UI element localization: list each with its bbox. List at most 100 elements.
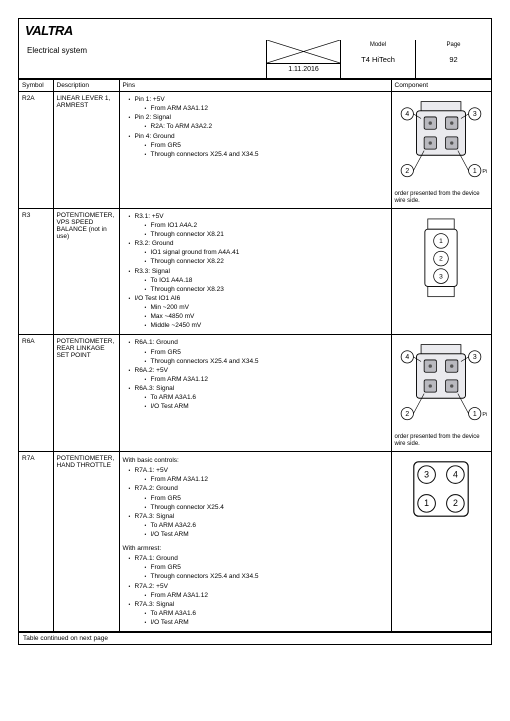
revision-cell: 1.11.2016: [266, 40, 341, 78]
pin-item: To ARM A3A1.6: [145, 394, 388, 402]
pin-item: From GR5: [145, 495, 388, 503]
pin-item: Through connector X25.4: [145, 504, 388, 512]
description-cell: POTENTIOMETER, VPS SPEED BALANCE (not in…: [53, 208, 119, 335]
pin-item: I/O Test ARM: [145, 619, 388, 627]
connector-quad-icon: 4 3 2 1 Pin: [395, 340, 487, 432]
description-cell: POTENTIOMETER, HAND THROTTLE: [53, 452, 119, 632]
pin-item: Min ~200 mV: [145, 304, 388, 312]
pin-item: R7A.2: +5VFrom ARM A3A1.12: [129, 583, 388, 600]
component-cell: 4 3 2 1 Pin order presented from the dev…: [391, 335, 491, 452]
pin-item: R3.1: +5VFrom IO1 A4A.2Through connector…: [129, 213, 388, 239]
table-row: R2ALINEAR LEVER 1, ARMRESTPin 1: +5VFrom…: [19, 92, 491, 209]
connector-square4-icon: 3 4 1 2: [409, 457, 473, 521]
pin-item: From GR5: [145, 142, 388, 150]
page-frame: VALTRA Electrical system 1.11.2016 Model…: [18, 18, 492, 645]
svg-text:1: 1: [439, 238, 443, 245]
col-pins: Pins: [119, 80, 391, 92]
pins-section-label: With armrest:: [123, 545, 388, 552]
pin-item: Through connectors X25.4 and X34.5: [145, 573, 388, 581]
table-row: R7APOTENTIOMETER, HAND THROTTLEWith basi…: [19, 452, 491, 632]
pin-item: To ARM A3A1.6: [145, 610, 388, 618]
page-cell: Page 92: [416, 40, 491, 78]
svg-text:3: 3: [424, 470, 429, 480]
svg-text:2: 2: [453, 498, 458, 508]
pin-item: R7A.3: SignalTo ARM A3A2.6I/O Test ARM: [129, 513, 388, 539]
pin-item: R7A.3: SignalTo ARM A3A1.6I/O Test ARM: [129, 601, 388, 627]
pins-section-label: With basic controls:: [123, 457, 388, 464]
symbol-cell: R6A: [19, 335, 53, 452]
svg-text:4: 4: [406, 111, 410, 118]
pins-cell: With basic controls: R7A.1: +5VFrom ARM A…: [119, 452, 391, 632]
symbol-cell: R7A: [19, 452, 53, 632]
pin-item: Pin 1: +5VFrom ARM A3A1.12: [129, 96, 388, 113]
pin-item: From ARM A3A1.12: [145, 592, 388, 600]
doc-title: Electrical system: [19, 40, 266, 78]
component-caption: order presented from the device wire sid…: [395, 434, 489, 448]
svg-text:Pin: Pin: [483, 169, 488, 175]
svg-text:3: 3: [439, 273, 443, 280]
pin-item: Through connectors X25.4 and X34.5: [145, 358, 388, 366]
table-row: R6APOTENTIOMETER, REAR LINKAGE SET POINT…: [19, 335, 491, 452]
symbol-cell: R3: [19, 208, 53, 335]
pin-item: From IO1 A4A.2: [145, 222, 388, 230]
pin-item: R2A: To ARM A3A2.2: [145, 123, 388, 131]
pin-item: R7A.1: +5VFrom ARM A3A1.12: [129, 467, 388, 484]
pin-item: IO1 signal ground from A4A.41: [145, 249, 388, 257]
pin-item: I/O Test IO1 AI6Min ~200 mVMax ~4850 mVM…: [129, 295, 388, 331]
col-component: Component: [391, 80, 491, 92]
model-label: Model: [341, 40, 415, 50]
pin-item: Through connector X8.23: [145, 286, 388, 294]
pin-item: R3.3: SignalTo IO1 A4A.18Through connect…: [129, 268, 388, 294]
svg-text:2: 2: [406, 168, 410, 175]
pins-cell: R3.1: +5VFrom IO1 A4A.2Through connector…: [119, 208, 391, 335]
svg-text:4: 4: [453, 470, 458, 480]
component-cell: 1 2 3: [391, 208, 491, 335]
description-cell: LINEAR LEVER 1, ARMREST: [53, 92, 119, 209]
connector-triple-icon: 1 2 3: [419, 214, 463, 306]
pin-item: R6A.1: GroundFrom GR5Through connectors …: [129, 339, 388, 365]
page-number: 92: [416, 50, 491, 78]
pin-item: R6A.3: SignalTo ARM A3A1.6I/O Test ARM: [129, 385, 388, 411]
pin-item: R7A.1: GroundFrom GR5Through connectors …: [129, 555, 388, 581]
pin-item: R7A.2: GroundFrom GR5Through connector X…: [129, 485, 388, 511]
pin-item: Middle ~2450 mV: [145, 322, 388, 330]
model-cell: Model T4 HiTech: [341, 40, 416, 78]
svg-text:1: 1: [473, 168, 477, 175]
svg-text:3: 3: [473, 111, 477, 118]
brand-row: VALTRA: [19, 19, 491, 40]
connector-quad-icon: 4 3 2 1 Pin: [395, 97, 487, 189]
pin-item: Pin 4: GroundFrom GR5Through connectors …: [129, 133, 388, 159]
svg-text:1: 1: [424, 498, 429, 508]
component-cell: 4 3 2 1 Pin order presented from the dev…: [391, 92, 491, 209]
pin-item: From ARM A3A1.12: [145, 105, 388, 113]
pins-cell: R6A.1: GroundFrom GR5Through connectors …: [119, 335, 391, 452]
svg-text:Pin: Pin: [483, 412, 488, 418]
pin-item: Through connector X8.22: [145, 258, 388, 266]
pin-item: Through connectors X25.4 and X34.5: [145, 151, 388, 159]
svg-text:2: 2: [439, 256, 443, 263]
svg-text:2: 2: [406, 411, 410, 418]
component-cell: 3 4 1 2: [391, 452, 491, 632]
table-row: R3POTENTIOMETER, VPS SPEED BALANCE (not …: [19, 208, 491, 335]
pins-cell: Pin 1: +5VFrom ARM A3A1.12Pin 2: SignalR…: [119, 92, 391, 209]
pin-item: I/O Test ARM: [145, 531, 388, 539]
table-continued-footer: Table continued on next page: [19, 632, 491, 644]
model-value: T4 HiTech: [341, 50, 415, 78]
brand-logo: VALTRA: [25, 23, 73, 38]
svg-text:1: 1: [473, 411, 477, 418]
pin-item: From GR5: [145, 564, 388, 572]
pin-item: Max ~4850 mV: [145, 313, 388, 321]
pin-item: I/O Test ARM: [145, 403, 388, 411]
page-label: Page: [416, 40, 491, 50]
pin-item: To IO1 A4A.18: [145, 277, 388, 285]
col-symbol: Symbol: [19, 80, 53, 92]
pin-item: Pin 2: SignalR2A: To ARM A3A2.2: [129, 114, 388, 131]
pin-item: R3.2: GroundIO1 signal ground from A4A.4…: [129, 240, 388, 266]
pin-table: Symbol Description Pins Component R2ALIN…: [19, 79, 491, 632]
description-cell: POTENTIOMETER, REAR LINKAGE SET POINT: [53, 335, 119, 452]
svg-text:3: 3: [473, 355, 477, 362]
pin-item: From GR5: [145, 349, 388, 357]
pin-item: From ARM A3A1.12: [145, 376, 388, 384]
col-description: Description: [53, 80, 119, 92]
component-caption: order presented from the device wire sid…: [395, 191, 489, 205]
